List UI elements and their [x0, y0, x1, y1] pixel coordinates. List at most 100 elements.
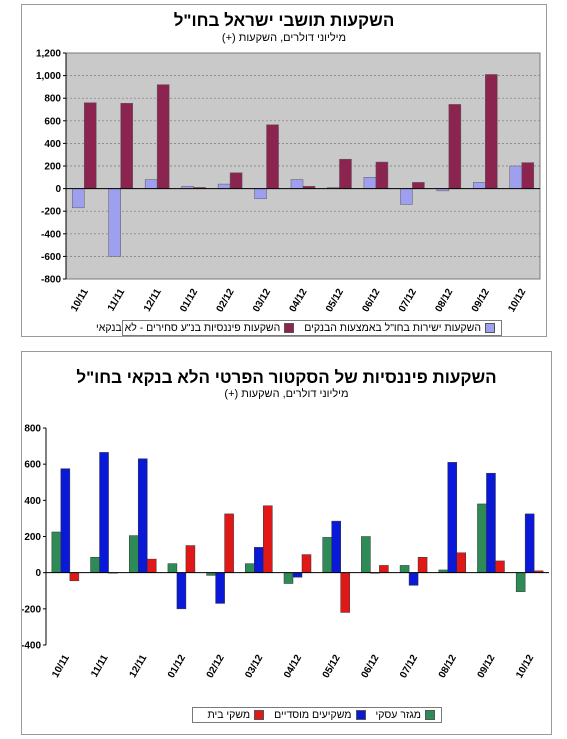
x-tick-label: 07/12 [397, 287, 419, 315]
bar-15-1-04-12 [292, 572, 303, 578]
y-tick-label: -600 [41, 252, 61, 263]
y-tick-label: -200 [41, 207, 61, 218]
legend-item-direct-investment: השקעות ישירות בחו"ל באמצעות הבנקים [304, 322, 495, 334]
bar-8-2-10-11 [69, 572, 80, 582]
legend-label-households: משקי בית [207, 709, 251, 721]
bar-34-0-03-12 [254, 188, 267, 200]
y-tick-label: 400 [44, 139, 61, 150]
bar-9-0-03-12 [245, 563, 255, 573]
x-tick-label: 07/12 [398, 653, 420, 681]
y-tick-label: 600 [44, 116, 61, 127]
bar-15-1-12-11 [137, 458, 148, 573]
x-tick-label: 12/11 [128, 653, 150, 680]
chart-panel-2: השקעות פיננסיות של הסקטור הפרטי הלא בנקא… [21, 351, 552, 735]
chart-2-legend: מגזר עסקי משקיעים מוסדיים משקי בית [192, 707, 442, 723]
bar-34-0-04-12 [290, 179, 304, 189]
bar-8-2-07-12 [417, 557, 428, 573]
chart-1-plot: -800 -600 -400 -200 0 200 400 600 800 1,000 1,200 1… [36, 49, 541, 315]
y-tick-label: 0 [35, 568, 41, 579]
bar-9-0-09-12 [477, 503, 487, 573]
bar-34-0-09-12 [473, 182, 486, 189]
bar-9-0-12-11 [128, 535, 139, 573]
bar-38-1-11-11 [120, 103, 133, 189]
bar-34-0-02-12 [217, 183, 231, 189]
bar-9-0-07-12 [399, 565, 410, 573]
bar-8-2-06-12 [379, 565, 389, 573]
y-tick-label: -400 [22, 641, 41, 652]
bar-34-0-10-12 [509, 165, 523, 189]
bar-15-1-11-11 [99, 452, 109, 573]
x-tick-label: 05/12 [321, 653, 343, 681]
bar-8-2-12-11 [146, 558, 157, 573]
bar-8-2-03-12 [263, 505, 273, 573]
x-tick-label: 11/11 [106, 287, 128, 314]
x-tick-label: 10/11 [50, 653, 72, 680]
legend-item-business-sector: מגזר עסקי [375, 709, 435, 721]
bar-8-2-08-12 [456, 552, 467, 573]
bar-15-1-03-12 [254, 547, 264, 573]
bar-34-0-07-12 [400, 188, 413, 205]
bar-8-2-04-12 [301, 554, 312, 573]
x-tick-label: 01/12 [178, 287, 200, 315]
legend-swatch-direct-investment [485, 323, 495, 333]
x-tick-label: 02/12 [215, 287, 237, 315]
legend-swatch-institutional-investors [355, 710, 366, 720]
x-tick-label: 10/12 [514, 653, 536, 681]
chart-1-title: השקעות תושבי ישראל בחו"ל [173, 11, 395, 30]
bar-38-1-05-12 [339, 158, 352, 189]
x-tick-label: 06/12 [360, 287, 382, 315]
plot-area [46, 428, 549, 645]
x-tick-label: 10/12 [506, 287, 528, 315]
bar-15-1-08-12 [447, 462, 458, 573]
y-tick-label: 1,000 [36, 71, 61, 82]
bar-8-2-05-12 [340, 572, 350, 613]
x-tick-label: 10/11 [69, 287, 91, 314]
legend-label-business-sector: מגזר עסקי [375, 709, 422, 721]
x-tick-label: 03/12 [251, 287, 273, 315]
bar-38-1-10-11 [83, 102, 97, 189]
bar-15-1-10-12 [524, 513, 535, 573]
x-tick-label: 05/12 [324, 287, 346, 315]
bar-9-0-04-12 [283, 572, 294, 584]
legend-item-financial-investment: השקעות פיננסיות בנ"ע סחירים - לא בנקאי [96, 322, 295, 334]
chart-1-legend: השקעות ישירות בחו"ל באמצעות הבנקים השקעו… [96, 320, 502, 336]
x-tick-label: 02/12 [205, 653, 227, 681]
x-tick-label: 09/12 [470, 287, 492, 315]
bar-15-1-07-12 [408, 572, 419, 586]
chart-panel-1: השקעות תושבי ישראל בחו"ל מיליוני דולרים,… [21, 4, 547, 337]
bar-34-0-06-12 [363, 177, 377, 189]
chart-2-plot: -400 -200 0 200 400 600 800 10/11 11/11 12/11 01/1… [22, 424, 549, 681]
legend-swatch-households [254, 710, 265, 720]
bar-8-2-09-12 [495, 560, 505, 573]
legend-item-households: משקי בית [207, 709, 265, 721]
legend-item-institutional-investors: משקיעים מוסדיים [274, 709, 366, 721]
y-tick-label: 600 [24, 460, 41, 471]
bar-8-2-02-12 [224, 513, 234, 573]
bar-9-0-11-11 [90, 557, 100, 573]
x-tick-label: 03/12 [243, 653, 265, 681]
bar-34-0-12-11 [144, 179, 158, 189]
bar-38-1-03-12 [266, 124, 279, 189]
bar-9-0-10-12 [515, 572, 526, 592]
y-tick-label: 200 [44, 162, 61, 173]
legend-swatch-financial-investment [284, 323, 295, 333]
x-tick-label: 04/12 [282, 653, 304, 681]
x-tick-label: 08/12 [437, 653, 459, 681]
bar-15-1-10-11 [60, 468, 71, 573]
y-tick-label: 400 [24, 496, 41, 507]
y-tick-label: 800 [24, 424, 41, 435]
legend-label-institutional-investors: משקיעים מוסדיים [274, 709, 352, 721]
x-tick-label: 08/12 [433, 287, 455, 315]
bar-15-1-09-12 [486, 472, 496, 573]
bar-15-1-01-12 [176, 572, 187, 610]
bar-38-1-02-12 [229, 172, 243, 189]
bar-34-0-11-11 [108, 188, 121, 257]
x-tick-label: 04/12 [288, 287, 310, 315]
y-tick-label: -800 [41, 275, 61, 286]
y-tick-label: -200 [22, 604, 41, 615]
legend-label-financial-investment: השקעות פיננסיות בנ"ע סחירים - לא בנקאי [96, 322, 281, 334]
legend-label-direct-investment: השקעות ישירות בחו"ל באמצעות הבנקים [304, 322, 481, 334]
bar-38-1-12-11 [156, 84, 170, 189]
bar-8-2-01-12 [185, 545, 196, 573]
y-tick-label: 800 [44, 94, 61, 105]
